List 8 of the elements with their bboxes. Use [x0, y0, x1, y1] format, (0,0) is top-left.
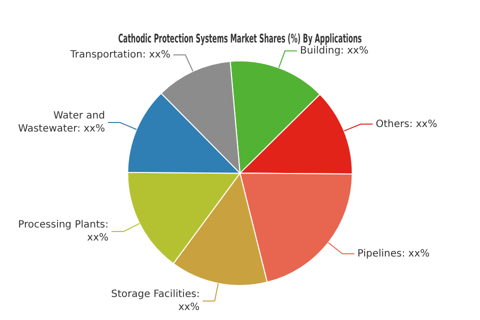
slice-label: Transportation: xx%: [69, 50, 170, 61]
slice-label: Storage Facilities: xx%: [111, 289, 200, 314]
slice-label: Processing Plants: xx%: [18, 220, 108, 244]
slice-label: Others: xx%: [376, 118, 438, 130]
slice-label: Building: xx%: [300, 46, 368, 57]
chart-title: Cathodic Protection Systems Market Shares (%) By Applications: [118, 32, 362, 46]
slice-label: Pipelines: xx%: [357, 248, 430, 260]
slice-label: Water and Wastewater: xx%: [18, 110, 105, 135]
